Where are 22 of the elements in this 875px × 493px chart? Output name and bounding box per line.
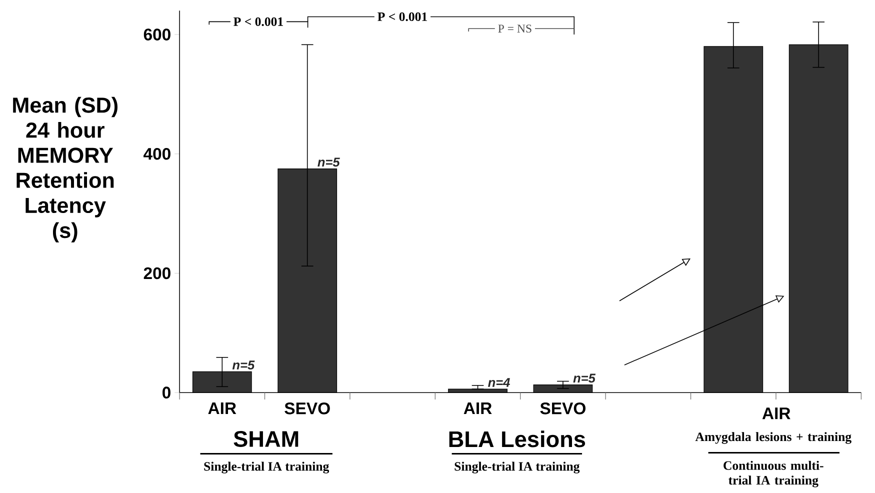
text: Amygdala lesions + training [695,432,852,444]
text: SHAM [234,430,298,447]
annotation: P = NS [498,24,532,32]
annotation: n=5 [573,374,596,383]
text: BLA Lesions [449,430,586,448]
y-axis-title: Mean (SD) 24 hour MEMORY Retention Latency (s) [13,96,118,242]
annotation: P < 0.001 [234,17,283,26]
annotation: n=5 [232,360,255,370]
x-tick-label: AIR [208,402,236,414]
x-tick-label: AIR [464,402,492,414]
y-tick-label: 0 [162,386,170,398]
annotation: P < 0.001 [378,12,427,21]
x-tick-label: SEVO [540,402,586,414]
text: Single-trial IA training [204,462,330,474]
text: Single-trial IA training [454,462,580,474]
text: Continuous multi-trial IA training [724,460,824,488]
y-tick-label: 400 [144,148,170,160]
y-tick-label: 200 [144,267,170,280]
annotation: n=5 [318,158,340,167]
y-tick-label: 600 [144,28,170,40]
x-tick-label: SEVO [284,402,330,414]
annotation: n=4 [488,378,510,387]
